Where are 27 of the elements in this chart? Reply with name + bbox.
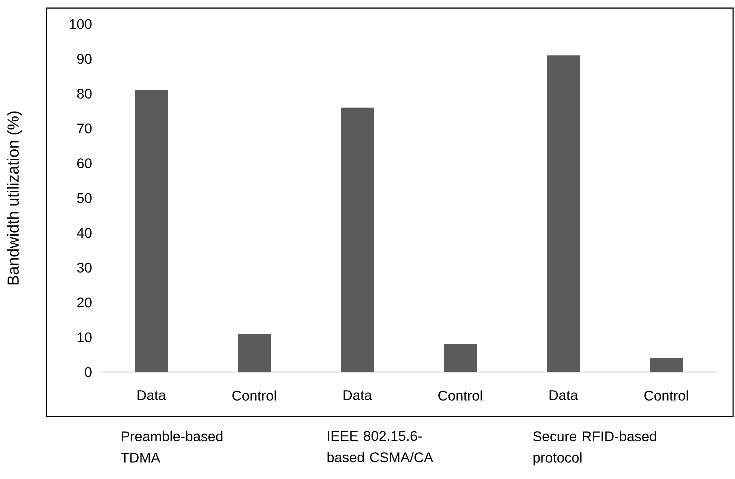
bar bbox=[650, 358, 683, 372]
bar bbox=[444, 344, 477, 372]
x-tick-label: Control bbox=[438, 390, 482, 401]
y-tick-label: 50 bbox=[77, 193, 92, 204]
y-tick-label: 90 bbox=[77, 54, 92, 64]
x-tick-label: Data bbox=[138, 390, 166, 400]
y-tick-label: 100 bbox=[70, 19, 92, 30]
bar bbox=[341, 108, 374, 372]
x-tick-label: Control bbox=[232, 390, 276, 401]
y-tick-label: 60 bbox=[78, 158, 92, 168]
x-tick-label: Data bbox=[344, 390, 372, 400]
y-axis-title: Bandwidth utilization (%) bbox=[7, 112, 22, 285]
y-tick-label: 30 bbox=[77, 262, 92, 273]
y-tick-label: 70 bbox=[78, 124, 92, 134]
y-tick-label: 40 bbox=[77, 228, 92, 238]
y-tick-label: 10 bbox=[78, 332, 92, 342]
text: Preamble-based TDMA bbox=[121, 431, 223, 463]
bar bbox=[238, 334, 272, 372]
y-tick-label: 0 bbox=[85, 367, 92, 378]
y-tick-label: 80 bbox=[77, 88, 92, 99]
bar bbox=[135, 90, 168, 372]
y-tick-label: 20 bbox=[78, 298, 92, 308]
text: Secure RFID-based protocol bbox=[533, 431, 656, 466]
text: IEEE 802.15.6-based CSMA/CA bbox=[328, 431, 434, 463]
x-tick-label: Data bbox=[550, 390, 578, 400]
bar bbox=[547, 56, 580, 372]
x-tick-label: Control bbox=[644, 390, 688, 401]
